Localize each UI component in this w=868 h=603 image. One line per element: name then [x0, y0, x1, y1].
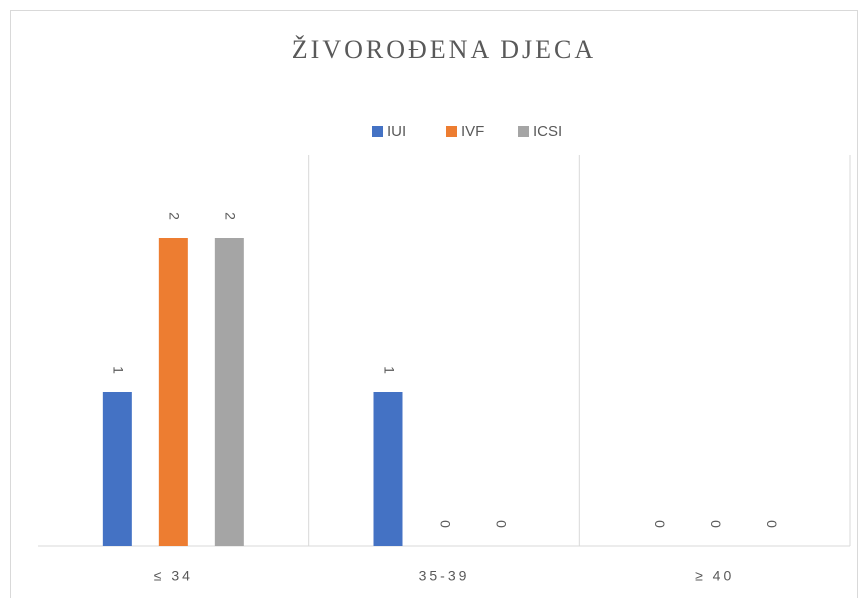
- x-tick-label: ≥ 40: [695, 568, 734, 584]
- value-label: 2: [167, 212, 183, 220]
- legend-label: ICSI: [533, 123, 562, 140]
- legend-label: IUI: [387, 123, 406, 140]
- legend-swatch: [372, 126, 383, 137]
- value-label: 2: [223, 212, 239, 220]
- value-label: 0: [493, 520, 509, 528]
- value-label: 0: [764, 520, 780, 528]
- legend-swatch: [518, 126, 529, 137]
- value-label: 1: [111, 366, 127, 374]
- legend-label: IVF: [461, 123, 484, 140]
- value-label: 0: [437, 520, 453, 528]
- bar: [158, 238, 188, 546]
- x-tick-label: ≤ 34: [154, 568, 193, 584]
- x-tick-label: 35-39: [419, 568, 470, 584]
- chart-title: ŽIVOROĐENA DJECA: [292, 35, 596, 64]
- value-label: 0: [708, 520, 724, 528]
- bar: [373, 392, 403, 546]
- bar: [102, 392, 132, 546]
- chart-border: [10, 10, 858, 603]
- value-label: 0: [652, 520, 668, 528]
- value-label: 1: [381, 366, 397, 374]
- legend-swatch: [446, 126, 457, 137]
- bar: [214, 238, 244, 546]
